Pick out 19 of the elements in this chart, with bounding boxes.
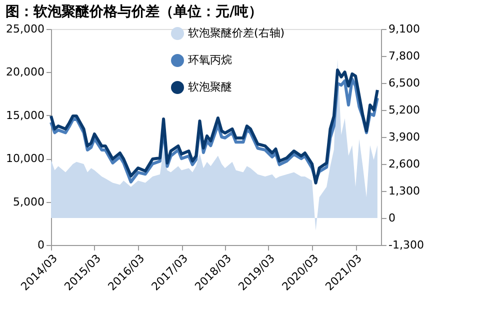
y2-tick-label: 3,900 — [388, 130, 420, 144]
y2-tick-label: -1,300 — [388, 238, 424, 252]
y-tick-label: 25,000 — [6, 22, 44, 36]
y2-tick-label: 2,600 — [388, 158, 420, 170]
y-tick-label: 5,000 — [13, 195, 44, 208]
legend-label: 软泡聚醚价差(右轴) — [188, 26, 285, 40]
y-tick-label: 10,000 — [6, 152, 44, 166]
y-tick-label: 0 — [38, 238, 44, 252]
legend-label: 环氧丙烷 — [188, 54, 232, 66]
legend-label: 软泡聚醚 — [188, 80, 232, 94]
y2-tick-label: 7,800 — [388, 50, 420, 62]
chart-title: 图：软泡聚醚价格与价差（单位：元/吨） — [6, 4, 263, 20]
y-tick-label: 15,000 — [6, 108, 44, 122]
y2-tick-label: 5,200 — [388, 104, 420, 116]
y2-tick-label: 1,300 — [388, 184, 420, 198]
y2-tick-label: 0 — [388, 212, 396, 224]
y2-tick-label: 6,500 — [388, 76, 420, 90]
y-tick-label: 20,000 — [6, 66, 44, 79]
y2-tick-label: 9,100 — [388, 22, 420, 36]
